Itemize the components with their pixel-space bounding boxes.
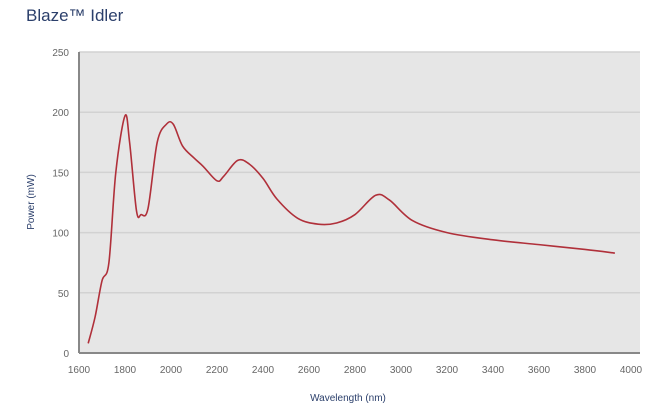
x-tick-label: 2600 xyxy=(298,365,321,376)
x-tick-label: 3200 xyxy=(436,365,459,376)
y-tick-label: 250 xyxy=(52,48,69,59)
y-tick-label: 200 xyxy=(52,108,69,119)
y-tick-label: 0 xyxy=(63,349,69,360)
y-tick-label: 150 xyxy=(52,168,69,179)
x-tick-label: 3400 xyxy=(482,365,505,376)
x-tick-label: 3000 xyxy=(390,365,413,376)
x-tick-label: 4000 xyxy=(620,365,643,376)
y-axis-label: Power (mW) xyxy=(26,174,37,230)
x-tick-label: 2800 xyxy=(344,365,367,376)
x-tick-label: 2400 xyxy=(252,365,275,376)
y-tick-label: 50 xyxy=(58,289,70,300)
x-tick-label: 1800 xyxy=(114,365,137,376)
x-axis-label: Wavelength (nm) xyxy=(310,393,386,404)
x-tick-label: 3600 xyxy=(528,365,551,376)
plot-area xyxy=(79,52,640,353)
series-line xyxy=(87,114,615,344)
x-tick-label: 2200 xyxy=(206,365,229,376)
y-tick-label: 100 xyxy=(52,229,69,240)
x-tick-label: 2000 xyxy=(160,365,183,376)
x-tick-label: 3800 xyxy=(574,365,597,376)
x-tick-label: 1600 xyxy=(68,365,91,376)
chart-title: Blaze™ Idler xyxy=(26,6,124,25)
